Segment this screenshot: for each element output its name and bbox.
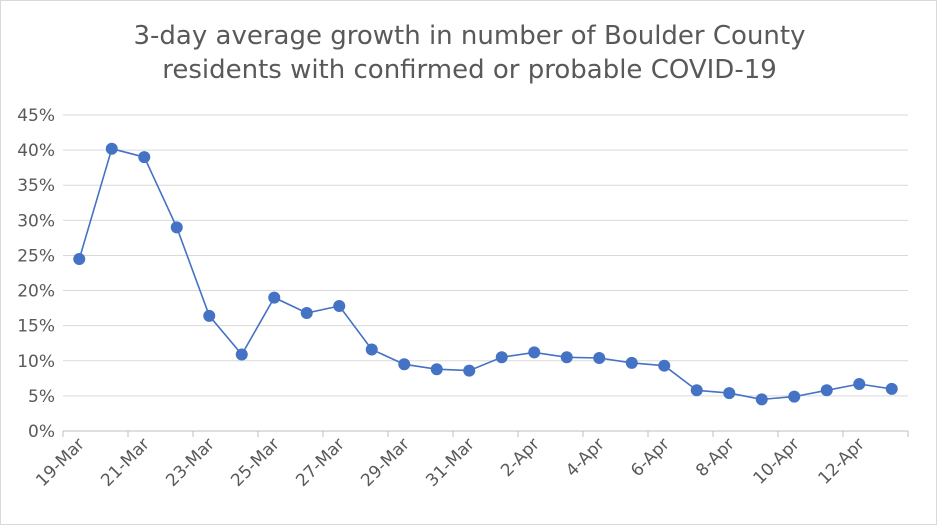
data-point (170, 221, 183, 234)
data-point (593, 351, 606, 364)
axes (62, 430, 909, 437)
data-point (398, 358, 411, 371)
series-line (78, 147, 892, 401)
data-point (820, 384, 833, 397)
data-point (365, 343, 378, 356)
x-tick-label: 2-Apr (497, 434, 544, 481)
data-point (235, 348, 248, 361)
data-point (788, 390, 801, 403)
data-point (755, 393, 768, 406)
y-tick-label: 40% (17, 141, 55, 161)
x-tick-label: 12-Apr (814, 434, 868, 488)
data-point (723, 387, 736, 400)
y-tick-label: 15% (17, 317, 55, 337)
data-point (203, 309, 216, 322)
y-tick-label: 35% (17, 176, 55, 196)
series-layer (73, 142, 898, 406)
data-point (625, 356, 638, 369)
data-point (105, 142, 118, 155)
y-tick-label: 5% (28, 387, 55, 407)
data-point (463, 364, 476, 377)
chart-title-line-2: residents with confirmed or probable COV… (162, 55, 777, 85)
x-tick-label: 31-Mar (422, 434, 478, 490)
x-tick-label: 27-Mar (292, 434, 348, 490)
chart-title-line-1: 3-day average growth in number of Boulde… (133, 21, 806, 51)
data-point (495, 351, 508, 364)
data-point (560, 351, 573, 364)
x-tick-label: 29-Mar (357, 434, 413, 490)
y-tick-label: 25% (17, 246, 55, 266)
x-tick-label: 10-Apr (749, 434, 803, 488)
axis-labels: 0% 5% 10% 15% 20% 25% 30% 35% 40% 45% 19-Mar 21-Mar… (17, 106, 869, 491)
data-point (528, 346, 541, 359)
x-tick-label: 23-Mar (162, 434, 218, 490)
data-point (300, 307, 313, 320)
y-tick-label: 45% (17, 106, 55, 126)
x-tick-label: 21-Mar (97, 434, 153, 490)
y-tick-label: 20% (17, 282, 55, 302)
chart-title: 3-day average growth in number of Boulde… (1, 19, 937, 87)
data-point (690, 384, 703, 397)
data-point (885, 382, 898, 395)
y-tick-label: 10% (17, 352, 55, 372)
x-tick-label: 4-Apr (562, 434, 609, 481)
gridlines (63, 114, 908, 397)
x-tick-label: 19-Mar (32, 434, 88, 490)
data-point (430, 363, 443, 376)
data-point (333, 300, 346, 313)
x-tick-label: 6-Apr (627, 434, 674, 481)
y-tick-label: 30% (17, 211, 55, 231)
data-point (658, 359, 671, 372)
x-tick-label: 8-Apr (692, 434, 739, 481)
data-point (853, 377, 866, 390)
data-point (138, 151, 151, 164)
data-point (73, 252, 86, 265)
y-tick-label: 0% (28, 422, 55, 442)
data-point (268, 291, 281, 304)
x-tick-label: 25-Mar (227, 434, 283, 490)
